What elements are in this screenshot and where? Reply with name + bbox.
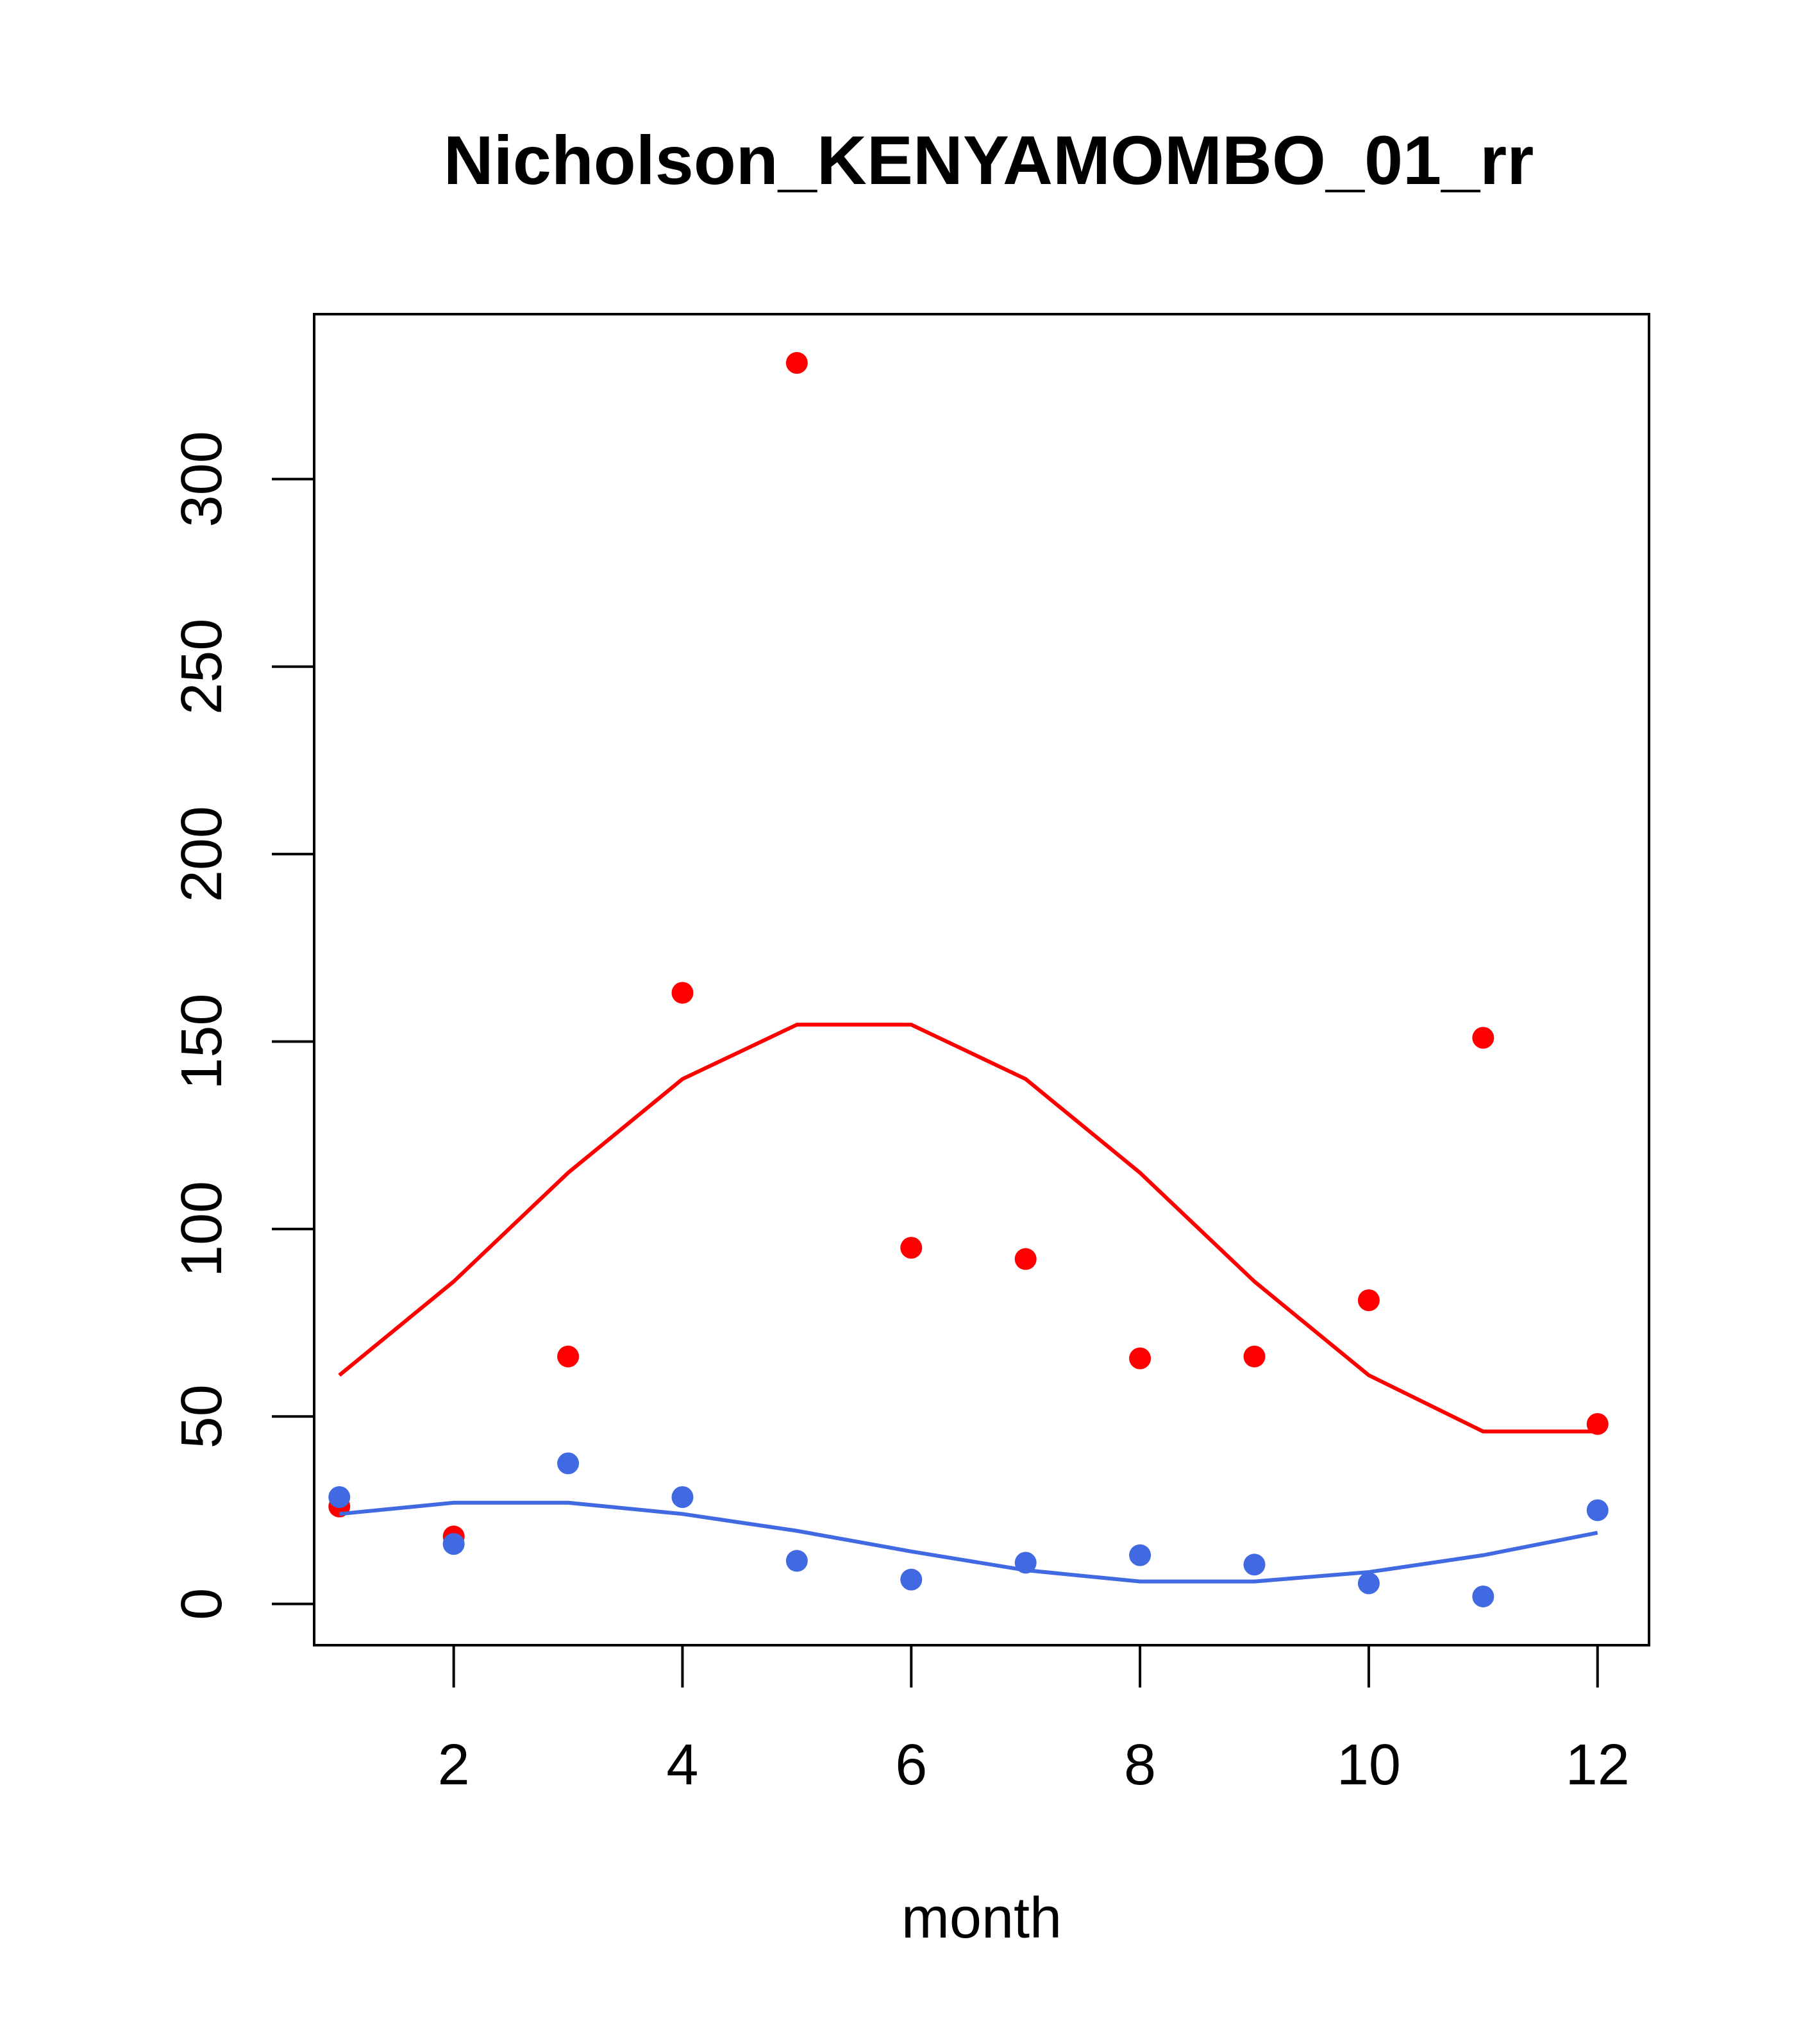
red-points-point-8 (1129, 1347, 1151, 1370)
red-points-point-3 (557, 1345, 580, 1368)
x-tick-label-8: 8 (1124, 1733, 1156, 1797)
blue-points-point-11 (1472, 1585, 1495, 1607)
y-tick-label-150: 150 (170, 993, 234, 1089)
y-tick-label-0: 0 (170, 1588, 234, 1620)
x-tick-label-2: 2 (438, 1733, 470, 1797)
red-curve-line (338, 1023, 1598, 1434)
red-points-point-4 (671, 982, 694, 1004)
y-tick-label-300: 300 (170, 431, 234, 527)
y-tick-label-200: 200 (170, 806, 234, 902)
red-points-point-7 (1014, 1248, 1037, 1270)
x-axis-label: month (901, 1886, 1062, 1950)
y-tick-label-100: 100 (170, 1181, 234, 1277)
blue-points-point-6 (900, 1568, 923, 1591)
red-points-point-6 (900, 1237, 923, 1259)
blue-points-point-5 (785, 1550, 808, 1572)
x-tick-label-12: 12 (1566, 1733, 1630, 1797)
blue-points-point-12 (1586, 1499, 1609, 1521)
blue-points-point-9 (1243, 1554, 1266, 1576)
blue-points-point-2 (442, 1533, 465, 1555)
y-axis: 0 50 100 150 200 250 300 (170, 431, 315, 1620)
x-tick-label-10: 10 (1337, 1733, 1401, 1797)
y-tick-label-50: 50 (170, 1384, 234, 1448)
red-points-point-12 (1586, 1412, 1609, 1435)
blue-points-point-10 (1357, 1572, 1380, 1595)
blue-curve-line (339, 1500, 1598, 1584)
x-tick-label-4: 4 (666, 1733, 698, 1797)
chart-title: Nicholson_KENYAMOMBO_01_rr (444, 121, 1534, 199)
y-tick-label-250: 250 (170, 619, 234, 715)
plot-frame (313, 313, 1650, 1646)
blue-points-point-4 (671, 1486, 694, 1509)
blue-points-point-3 (557, 1452, 580, 1475)
blue-points-point-8 (1129, 1544, 1151, 1566)
x-tick-label-6: 6 (895, 1733, 927, 1797)
x-axis: 2 4 6 8 10 12 (438, 1644, 1630, 1797)
red-points-point-11 (1472, 1026, 1495, 1049)
red-points-point-10 (1357, 1289, 1380, 1311)
blue-points-point-1 (328, 1486, 351, 1509)
red-points-point-9 (1243, 1345, 1266, 1368)
red-points-point-5 (785, 352, 808, 374)
plot-area (328, 352, 1609, 1607)
